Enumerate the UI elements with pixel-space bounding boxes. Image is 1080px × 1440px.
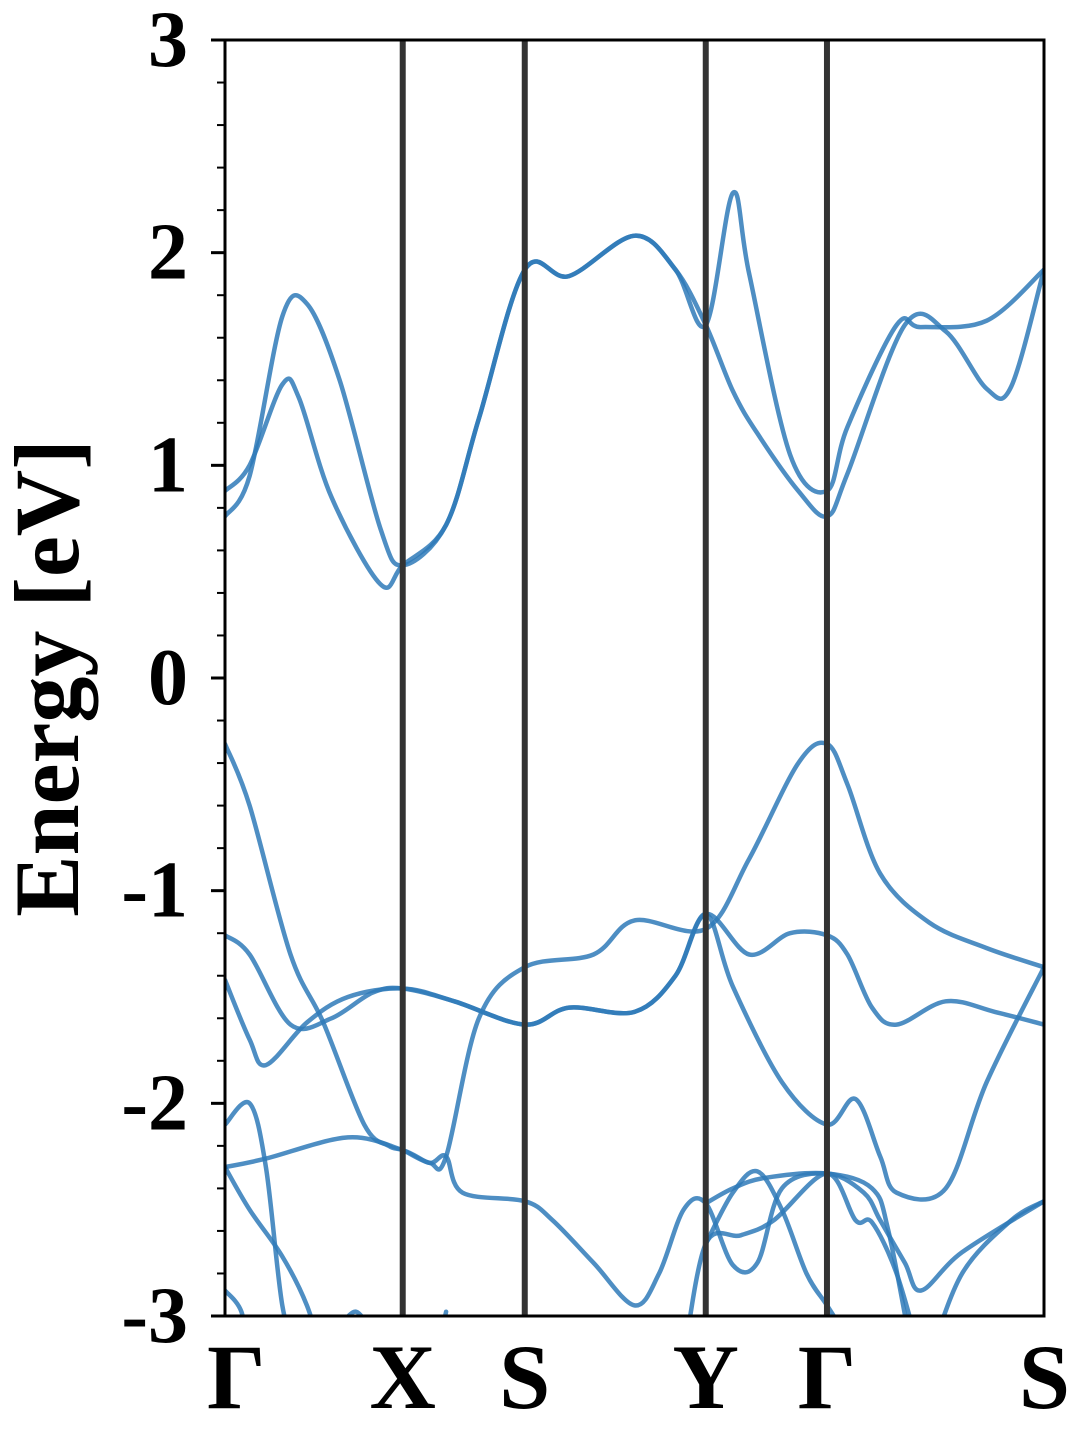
- x-tick-label-1: Γ: [207, 1326, 266, 1428]
- band-line-3: [225, 740, 1044, 1172]
- band-line-2: [225, 189, 1044, 568]
- x-tick-label-2: X: [369, 1326, 435, 1428]
- y-tick-label-1: 3: [148, 0, 188, 84]
- plot-frame: [223, 38, 1046, 1318]
- x-tick-label-5: Γ: [798, 1326, 857, 1428]
- x-tick-label-6: S: [1019, 1326, 1070, 1428]
- band-line-14: [345, 1309, 365, 1316]
- band-line-13: [941, 1198, 1044, 1316]
- y-tick-label-4: 0: [148, 634, 188, 722]
- y-tick-label-3: 1: [148, 421, 188, 509]
- y-axis-label: Energy [eV]: [0, 439, 98, 917]
- x-tick-label-3: S: [499, 1326, 550, 1428]
- band-line-7: [225, 1135, 1044, 1308]
- y-tick-label-5: -1: [121, 847, 188, 935]
- band-line-15: [442, 1309, 449, 1316]
- y-tick-label-7: -3: [121, 1272, 188, 1360]
- band-line-5: [225, 911, 1044, 1202]
- y-axis-ticks: 3 2 1 0 -1 -2 -3: [121, 0, 225, 1360]
- band-line-9: [225, 1288, 246, 1316]
- y-tick-label-6: -2: [121, 1059, 188, 1147]
- band-line-6: [225, 1099, 287, 1316]
- band-line-8: [225, 1164, 314, 1316]
- x-tick-label-4: Y: [673, 1326, 739, 1428]
- band-lines: [225, 189, 1044, 1316]
- y-tick-label-2: 2: [148, 209, 188, 297]
- high-symmetry-lines: [399, 40, 830, 1316]
